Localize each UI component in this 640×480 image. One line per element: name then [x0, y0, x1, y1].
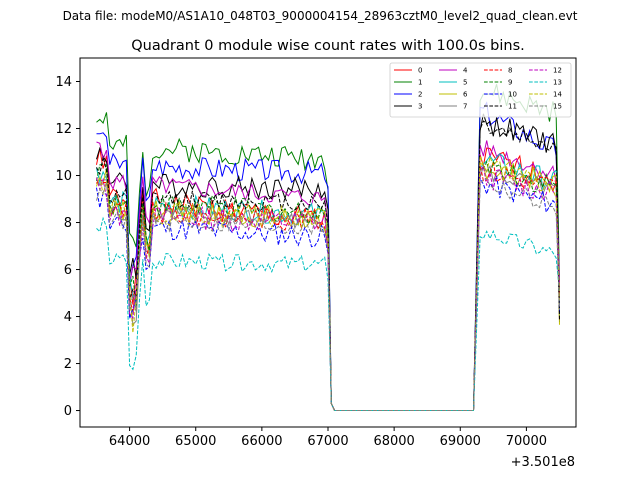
x-axis-ticks: 64000 65000 66000 67000 68000 69000 70000 [109, 427, 547, 449]
series-line-4 [96, 140, 560, 411]
y-tick-label-10: 10 [55, 169, 72, 184]
legend-label-7: 7 [463, 103, 467, 111]
x-tick-label-66000: 66000 [241, 434, 282, 449]
legend-label-5: 5 [463, 79, 467, 87]
plot-lines [96, 84, 560, 411]
y-tick-label-6: 6 [64, 263, 72, 278]
chart-title: Quadrant 0 module wise count rates with … [131, 38, 525, 54]
y-axis-ticks: 0 2 4 6 8 10 12 14 [55, 75, 80, 419]
legend-label-2: 2 [418, 91, 422, 99]
x-tick-label-64000: 64000 [109, 434, 150, 449]
y-tick-label-8: 8 [64, 216, 72, 231]
legend-label-3: 3 [418, 103, 422, 111]
series-line-2 [96, 101, 560, 411]
x-tick-label-70000: 70000 [506, 434, 547, 449]
legend-label-9: 9 [508, 79, 512, 87]
legend-label-14: 14 [553, 91, 562, 99]
legend-label-11: 11 [508, 103, 517, 111]
y-tick-label-0: 0 [64, 404, 72, 419]
figure-suptitle: Data file: modeM0/AS1A10_048T03_90000041… [63, 9, 578, 23]
x-tick-label-68000: 68000 [373, 434, 414, 449]
y-tick-label-2: 2 [64, 357, 72, 372]
legend-label-4: 4 [463, 67, 468, 75]
series-line-11 [96, 120, 560, 411]
legend-label-12: 12 [553, 67, 562, 75]
legend-label-8: 8 [508, 67, 512, 75]
series-line-13 [96, 216, 560, 411]
legend-label-15: 15 [553, 103, 562, 111]
x-tick-label-69000: 69000 [440, 434, 481, 449]
y-tick-label-4: 4 [64, 310, 72, 325]
legend-label-1: 1 [418, 79, 422, 87]
series-line-15 [96, 178, 560, 411]
legend-label-10: 10 [508, 91, 517, 99]
x-offset-label: +3.501e8 [511, 455, 575, 470]
series-line-14 [96, 155, 560, 411]
legend-label-6: 6 [463, 91, 468, 99]
legend-label-0: 0 [418, 67, 422, 75]
legend-box [389, 62, 572, 118]
x-tick-label-67000: 67000 [307, 434, 348, 449]
legend-label-13: 13 [553, 79, 562, 87]
x-tick-label-65000: 65000 [175, 434, 216, 449]
y-tick-label-14: 14 [55, 75, 72, 90]
y-tick-label-12: 12 [55, 122, 72, 137]
